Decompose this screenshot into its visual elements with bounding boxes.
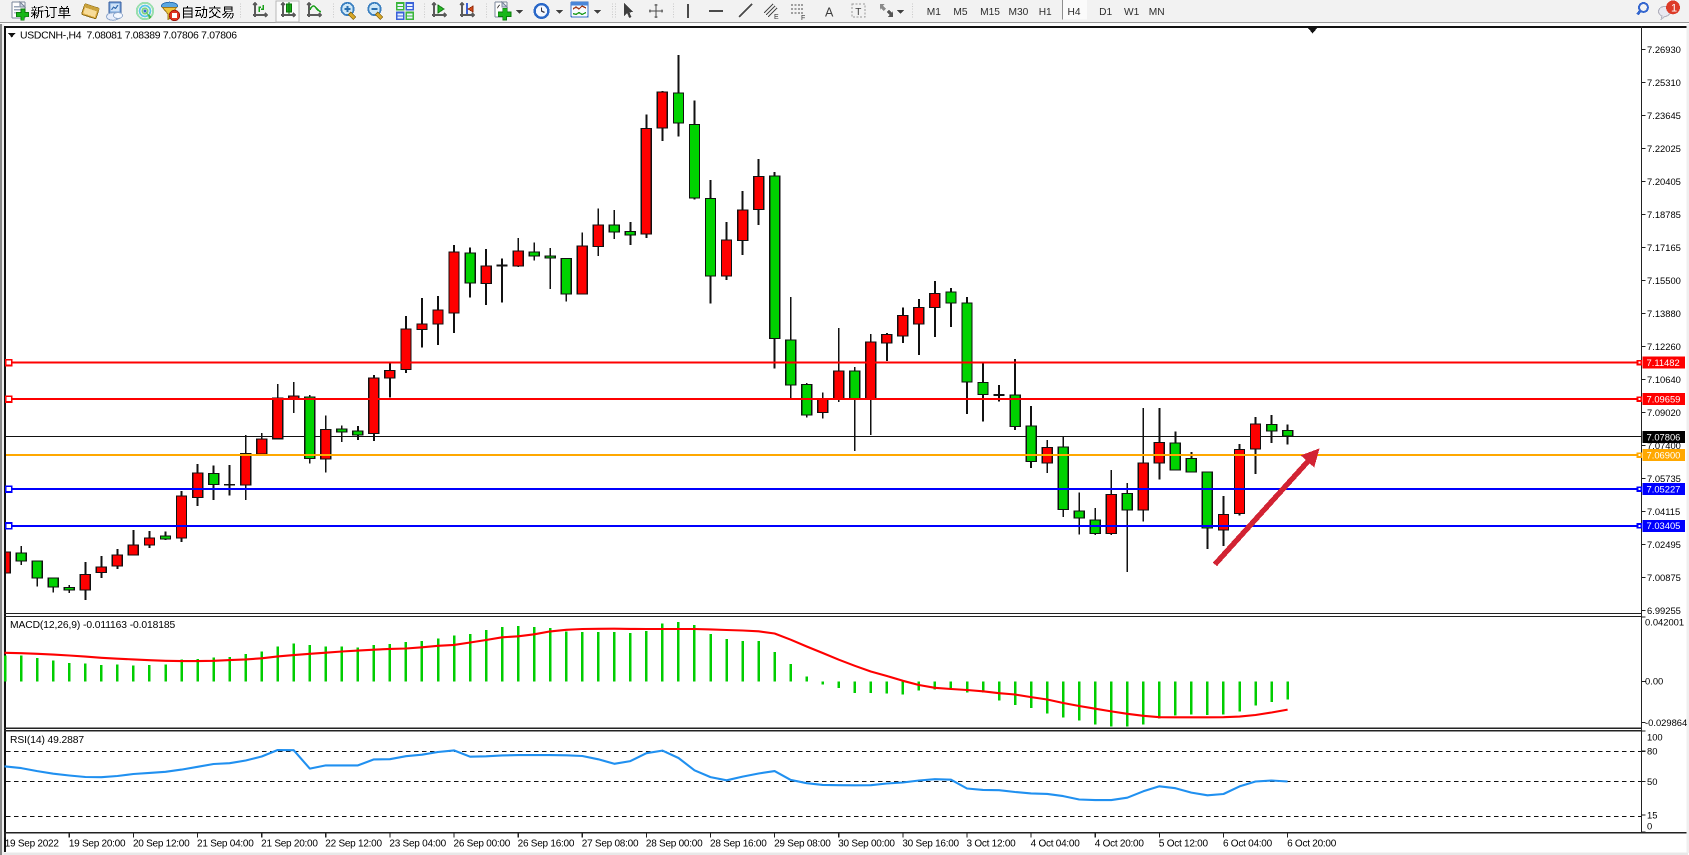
svg-text:M30: M30 xyxy=(1009,7,1029,18)
svg-text:7.23645: 7.23645 xyxy=(1647,110,1681,121)
svg-text:7.13880: 7.13880 xyxy=(1647,308,1681,319)
svg-text:5 Oct 12:00: 5 Oct 12:00 xyxy=(1159,839,1209,850)
svg-text:T: T xyxy=(855,7,861,18)
svg-text:7.26930: 7.26930 xyxy=(1647,44,1681,55)
svg-text:7.18785: 7.18785 xyxy=(1647,209,1681,220)
svg-text:1: 1 xyxy=(1671,3,1677,15)
svg-text:22 Sep 12:00: 22 Sep 12:00 xyxy=(325,839,382,850)
svg-text:D1: D1 xyxy=(1099,7,1112,18)
svg-text:7.00875: 7.00875 xyxy=(1647,572,1681,583)
svg-text:30 Sep 00:00: 30 Sep 00:00 xyxy=(838,839,895,850)
svg-text:7.20405: 7.20405 xyxy=(1647,176,1681,187)
svg-text:28 Sep 16:00: 28 Sep 16:00 xyxy=(710,839,767,850)
svg-text:7.07400: 7.07400 xyxy=(1647,440,1681,451)
svg-text:6 Oct 20:00: 6 Oct 20:00 xyxy=(1287,839,1337,850)
svg-text:USDCNH-,H4 7.08081 7.08389 7.: USDCNH-,H4 7.08081 7.08389 7.07806 7.078… xyxy=(20,31,237,42)
svg-text:E: E xyxy=(774,14,779,21)
svg-text:7.07806: 7.07806 xyxy=(1647,431,1681,442)
svg-text:7.05227: 7.05227 xyxy=(1647,484,1681,495)
svg-text:H4: H4 xyxy=(1068,7,1081,18)
svg-text:28 Sep 00:00: 28 Sep 00:00 xyxy=(646,839,703,850)
svg-text:7.15500: 7.15500 xyxy=(1647,275,1681,286)
svg-text:0.00: 0.00 xyxy=(1645,676,1663,687)
svg-text:29 Sep 08:00: 29 Sep 08:00 xyxy=(774,839,831,850)
svg-text:7.25310: 7.25310 xyxy=(1647,77,1681,88)
svg-text:7.02495: 7.02495 xyxy=(1647,539,1681,550)
svg-text:M15: M15 xyxy=(980,7,1000,18)
svg-text:M5: M5 xyxy=(953,7,967,18)
svg-text:0.042001: 0.042001 xyxy=(1645,616,1684,627)
svg-text:MN: MN xyxy=(1149,7,1165,18)
svg-text:26 Sep 16:00: 26 Sep 16:00 xyxy=(518,839,575,850)
svg-text:A: A xyxy=(825,6,834,20)
svg-text:MACD(12,26,9) -0.011163 -0.018: MACD(12,26,9) -0.011163 -0.018185 xyxy=(10,620,176,631)
svg-text:F: F xyxy=(801,15,805,22)
svg-text:7.22025: 7.22025 xyxy=(1647,143,1681,154)
svg-text:6.99255: 6.99255 xyxy=(1647,605,1681,616)
svg-text:3 Oct 12:00: 3 Oct 12:00 xyxy=(967,839,1017,850)
svg-text:4 Oct 04:00: 4 Oct 04:00 xyxy=(1031,839,1081,850)
svg-text:7.05735: 7.05735 xyxy=(1647,473,1681,484)
svg-text:80: 80 xyxy=(1647,746,1657,757)
svg-text:7.09020: 7.09020 xyxy=(1647,407,1681,418)
svg-text:7.12260: 7.12260 xyxy=(1647,341,1681,352)
svg-text:21 Sep 04:00: 21 Sep 04:00 xyxy=(197,839,254,850)
svg-text:100: 100 xyxy=(1647,731,1663,742)
svg-text:RSI(14) 49.2887: RSI(14) 49.2887 xyxy=(10,735,84,746)
svg-text:27 Sep 08:00: 27 Sep 08:00 xyxy=(582,839,639,850)
svg-text:50: 50 xyxy=(1647,776,1657,787)
svg-text:23 Sep 04:00: 23 Sep 04:00 xyxy=(389,839,446,850)
svg-text:7.11482: 7.11482 xyxy=(1647,357,1680,368)
svg-text:30 Sep 16:00: 30 Sep 16:00 xyxy=(902,839,959,850)
svg-text:4 Oct 20:00: 4 Oct 20:00 xyxy=(1095,839,1145,850)
svg-text:15: 15 xyxy=(1647,809,1657,820)
svg-text:19 Sep 2022: 19 Sep 2022 xyxy=(5,839,60,850)
svg-text:7.04115: 7.04115 xyxy=(1647,506,1680,517)
svg-text:19 Sep 20:00: 19 Sep 20:00 xyxy=(69,839,126,850)
svg-text:7.17165: 7.17165 xyxy=(1647,242,1681,253)
svg-text:20 Sep 12:00: 20 Sep 12:00 xyxy=(133,839,190,850)
svg-text:21 Sep 20:00: 21 Sep 20:00 xyxy=(261,839,318,850)
svg-text:7.09659: 7.09659 xyxy=(1647,394,1681,405)
svg-text:-0.029864: -0.029864 xyxy=(1645,717,1687,728)
svg-text:M1: M1 xyxy=(927,7,941,18)
svg-text:7.06900: 7.06900 xyxy=(1647,450,1681,461)
svg-text:H1: H1 xyxy=(1039,7,1052,18)
svg-text:6 Oct 04:00: 6 Oct 04:00 xyxy=(1223,839,1273,850)
svg-text:7.10640: 7.10640 xyxy=(1647,374,1681,385)
svg-text:W1: W1 xyxy=(1124,7,1140,18)
svg-text:7.03405: 7.03405 xyxy=(1647,520,1681,531)
svg-text:0: 0 xyxy=(1647,820,1652,831)
svg-text:26 Sep 00:00: 26 Sep 00:00 xyxy=(454,839,511,850)
